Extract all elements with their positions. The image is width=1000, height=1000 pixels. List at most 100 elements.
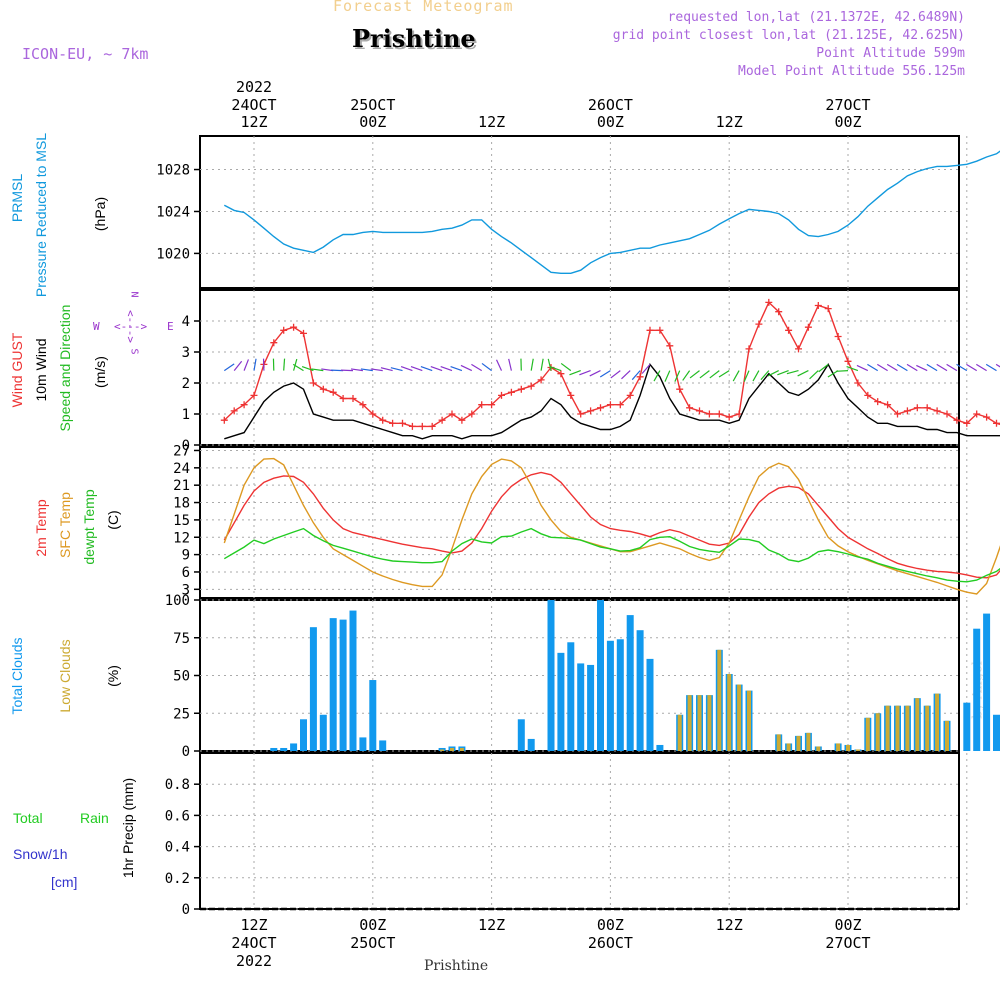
gust-marker [369, 410, 377, 418]
cloud-bar-total [616, 639, 624, 751]
cloud-bar-total [290, 743, 298, 751]
wind-direction-arrow [530, 358, 534, 371]
y-tick-label-pressure: 1020 [156, 246, 190, 262]
wind-direction-arrow [621, 370, 631, 380]
y-tick-label-precip: 0.4 [165, 840, 190, 856]
wind-direction-arrow [301, 366, 314, 372]
gust-marker [270, 339, 278, 347]
bottom-time-label: 00Z [359, 916, 386, 934]
gust-marker [300, 329, 307, 337]
wind-direction-arrow [936, 363, 948, 372]
cloud-bar-low [925, 705, 930, 751]
gust-marker [686, 404, 694, 412]
bottom-time-label: 24OCT [231, 934, 276, 952]
gust-marker [349, 395, 357, 402]
top-time-label: 00Z [834, 113, 861, 131]
wind-direction-arrow [599, 370, 611, 378]
gust-marker [894, 410, 901, 418]
wind-direction-arrow [560, 362, 572, 372]
y-tick-label-precip: 0.8 [165, 777, 190, 793]
y-tick-label-wind: 0 [182, 438, 190, 454]
gust-marker [597, 404, 604, 412]
gust-marker [438, 416, 446, 424]
cloud-bar-total [270, 747, 278, 751]
panel-frame-pressure [199, 135, 960, 289]
gust-marker [458, 416, 466, 424]
cloud-bar-total [319, 714, 327, 751]
gust-marker [537, 376, 545, 384]
cloud-bar-low [945, 720, 949, 751]
wind-direction-arrow [995, 363, 1000, 368]
gust-marker [626, 391, 634, 399]
top-time-label: 26OCT [588, 96, 633, 114]
wind-direction-arrow [631, 370, 641, 381]
cloud-bar-total [349, 610, 357, 751]
cloud-bar-low [440, 749, 445, 751]
cloud-bar-total [587, 664, 595, 751]
y-tick-label-temperature: 21 [173, 478, 190, 494]
gust-marker [339, 395, 347, 402]
gust-marker [220, 416, 228, 424]
y-tick-label-pressure: 1028 [156, 163, 190, 179]
gust-marker [913, 404, 921, 412]
gust-marker [616, 401, 624, 409]
wind-direction-arrow [946, 363, 958, 372]
cloud-bar-low [905, 705, 910, 751]
requested-coords: requested lon,lat (21.1372E, 42.6489N) [667, 10, 965, 25]
cloud-bar-low [875, 713, 880, 751]
gust-marker [814, 302, 822, 309]
cloud-bar-total [557, 652, 565, 751]
gust-marker [527, 382, 535, 390]
wind-direction-arrow [760, 370, 770, 381]
gust-marker [993, 419, 1000, 427]
model-altitude: Model Point Altitude 556.125m [738, 64, 965, 79]
top-time-label: 00Z [597, 113, 624, 131]
y-tick-label-temperature: 6 [182, 565, 190, 581]
gust-marker [319, 385, 327, 393]
gust-marker [408, 422, 416, 430]
wind-direction-arrow [380, 367, 393, 372]
wind-direction-arrow [471, 363, 483, 372]
cloud-bar-low [687, 695, 692, 751]
cloud-bar-total [300, 719, 307, 751]
bottom-time-label: 27OCT [825, 934, 870, 952]
wind-direction-arrow [682, 370, 691, 381]
gust-marker [804, 323, 812, 331]
series-line-wind-0 [223, 301, 1000, 428]
cloud-bar-low [865, 717, 870, 751]
gust-marker [824, 305, 832, 313]
bottom-time-label: 00Z [834, 916, 861, 934]
gust-marker [923, 404, 931, 412]
wind-direction-arrow [450, 366, 463, 372]
compass-w: W [93, 320, 100, 333]
cloud-bar-low [915, 698, 920, 751]
bottom-time-label: 26OCT [588, 934, 633, 952]
bottom-time-label: 25OCT [350, 934, 395, 952]
gust-marker [448, 410, 456, 418]
gust-marker [656, 326, 664, 334]
bottom-time-label: 12Z [716, 916, 743, 934]
cloud-bar-low [697, 695, 702, 751]
wind-direction-arrow [223, 363, 235, 372]
cloud-bar-total [646, 658, 654, 751]
cloud-bar-total [527, 738, 535, 751]
cloud-bar-total [577, 663, 585, 751]
gust-marker [517, 385, 525, 393]
wind-direction-arrow [293, 358, 298, 371]
gust-marker [240, 401, 248, 409]
wind-direction-arrow [906, 363, 918, 372]
gust-marker [943, 410, 951, 418]
gust-marker [488, 401, 496, 409]
wind-direction-arrow [292, 363, 304, 372]
gust-marker [389, 419, 397, 427]
y-tick-label-temperature: 3 [182, 582, 190, 598]
wind-direction-arrow [767, 370, 779, 377]
cloud-bar-total [567, 642, 575, 751]
wind-direction-arrow [495, 359, 503, 371]
wind-direction-arrow [664, 370, 671, 382]
wind-direction-arrow [243, 359, 250, 371]
top-time-label: 00Z [359, 113, 386, 131]
bottom-time-label: 2022 [236, 952, 272, 970]
cloud-bar-total [973, 628, 981, 751]
wind-direction-arrow [653, 370, 661, 382]
